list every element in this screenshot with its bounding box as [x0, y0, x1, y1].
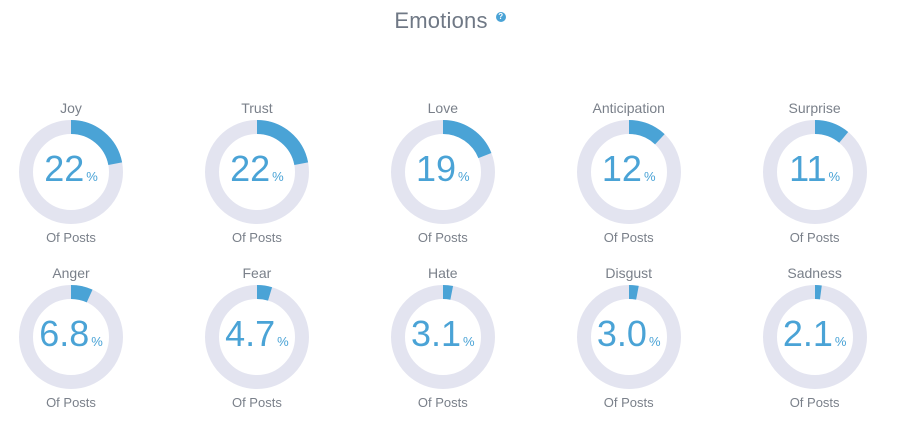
- donut-chart: [204, 285, 309, 389]
- donut-card: Fear 4.7% Of Posts: [167, 261, 342, 426]
- percent-sign: %: [648, 334, 661, 349]
- donut-slice: [204, 120, 309, 224]
- donut-card: Anticipation 12% Of Posts: [539, 96, 714, 261]
- emotion-label: Surprise: [788, 100, 841, 116]
- donut-card: Sadness 2.1% Of Posts: [725, 261, 900, 426]
- percent-sign: %: [91, 334, 103, 349]
- emotion-label: Fear: [242, 265, 272, 281]
- donut-slice: [204, 285, 309, 389]
- donut-chart: [19, 120, 123, 224]
- of-posts-caption: Of Posts: [789, 395, 840, 410]
- donut-value: 12%: [539, 148, 719, 190]
- donut-chart: [576, 120, 681, 224]
- donut-row-1: Joy 22% Of Posts Trust 22% Of Posts Love 19% Of …: [0, 96, 900, 261]
- donut-value: 19%: [353, 148, 533, 190]
- emotion-donut-grid: Joy 22% Of Posts Trust 22% Of Posts Love 19% Of …: [0, 96, 900, 426]
- emotion-label: Love: [427, 100, 458, 116]
- donut-value: 6.8%: [0, 313, 161, 355]
- emotion-label: Joy: [60, 100, 82, 116]
- of-posts-caption: Of Posts: [46, 230, 96, 245]
- percent-sign: %: [272, 169, 284, 184]
- chart-title: Emotions: [394, 8, 488, 33]
- percent-sign: %: [86, 169, 98, 184]
- donut-slice: [19, 285, 123, 389]
- donut-chart: [762, 285, 867, 389]
- donut-slice: [576, 285, 681, 389]
- donut-slice: [576, 120, 681, 224]
- donut-card: Joy 22% Of Posts: [0, 96, 156, 261]
- of-posts-caption: Of Posts: [231, 395, 282, 410]
- donut-card: Anger 6.8% Of Posts: [0, 261, 156, 426]
- of-posts-caption: Of Posts: [231, 230, 282, 245]
- value-number: 22: [44, 148, 85, 189]
- value-number: 3.0: [596, 313, 647, 354]
- value-number: 3.1: [411, 313, 462, 354]
- donut-value: 2.1%: [725, 313, 900, 355]
- emotion-label: Sadness: [787, 265, 842, 281]
- donut-chart: [390, 285, 495, 389]
- emotion-label: Trust: [241, 100, 273, 116]
- donut-card: Trust 22% Of Posts: [167, 96, 342, 261]
- donut-slice: [390, 285, 495, 389]
- of-posts-caption: Of Posts: [789, 230, 840, 245]
- of-posts-caption: Of Posts: [603, 230, 654, 245]
- percent-sign: %: [834, 334, 847, 349]
- value-number: 12: [601, 148, 642, 189]
- donut-slice: [19, 120, 123, 224]
- of-posts-caption: Of Posts: [417, 230, 468, 245]
- emotion-label: Anticipation: [592, 100, 665, 116]
- chart-header: Emotions?: [0, 8, 900, 40]
- value-number: 4.7: [225, 313, 276, 354]
- emotion-label: Hate: [428, 265, 458, 281]
- donut-chart: [204, 120, 309, 224]
- emotion-label: Anger: [52, 265, 90, 281]
- value-number: 19: [416, 148, 457, 189]
- percent-sign: %: [828, 169, 841, 184]
- emotion-label: Disgust: [605, 265, 653, 281]
- percent-sign: %: [458, 169, 470, 184]
- of-posts-caption: Of Posts: [603, 395, 654, 410]
- percent-sign: %: [463, 334, 475, 349]
- donut-value: 4.7%: [167, 313, 347, 355]
- donut-chart: [576, 285, 681, 389]
- donut-slice: [390, 120, 495, 224]
- percent-sign: %: [277, 334, 289, 349]
- donut-card: Love 19% Of Posts: [353, 96, 528, 261]
- of-posts-caption: Of Posts: [417, 395, 468, 410]
- donut-value: 11%: [725, 148, 900, 190]
- donut-card: Disgust 3.0% Of Posts: [539, 261, 714, 426]
- donut-value: 3.1%: [353, 313, 533, 355]
- value-number: 11: [789, 148, 827, 189]
- value-number: 2.1: [782, 313, 833, 354]
- donut-slice: [762, 285, 867, 389]
- donut-slice: [762, 120, 867, 224]
- donut-card: Surprise 11% Of Posts: [725, 96, 900, 261]
- of-posts-caption: Of Posts: [46, 395, 96, 410]
- donut-row-2: Anger 6.8% Of Posts Fear 4.7% Of Posts Hate 3.1…: [0, 261, 900, 426]
- value-number: 6.8: [39, 313, 90, 354]
- donut-value: 22%: [0, 148, 161, 190]
- donut-chart: [390, 120, 495, 224]
- donut-value: 22%: [167, 148, 347, 190]
- value-number: 22: [230, 148, 271, 189]
- percent-sign: %: [643, 169, 656, 184]
- donut-chart: [762, 120, 867, 224]
- donut-card: Hate 3.1% Of Posts: [353, 261, 528, 426]
- help-icon[interactable]: ?: [495, 12, 506, 23]
- donut-value: 3.0%: [539, 313, 719, 355]
- donut-chart: [19, 285, 123, 389]
